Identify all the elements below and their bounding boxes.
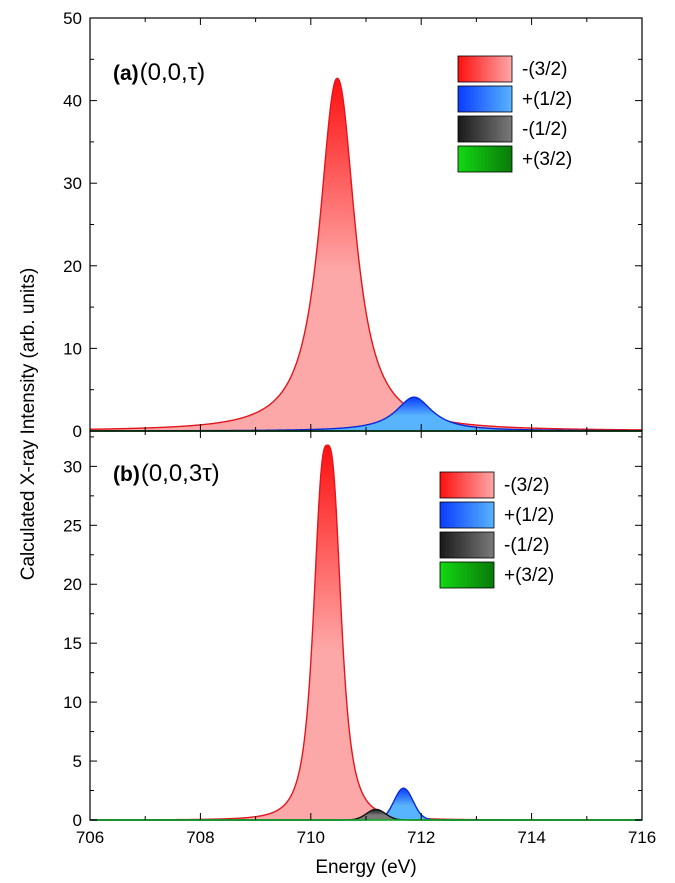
x-tick-label: 716 [628, 828, 656, 847]
y-tick-label: 0 [73, 422, 82, 441]
legend-swatch-black [439, 531, 495, 559]
series-area-red [90, 78, 642, 432]
x-tick-label: 712 [407, 828, 435, 847]
panel-b: 0 5 10 15 20 25 30 706 708 710 712 714 716 (b)(0,0,3… [63, 430, 656, 847]
panel-b-label-text: (0,0,3τ) [141, 460, 220, 487]
panel-a-legend: -(3/2) +(1/2) -(1/2) +(3/2) [457, 55, 572, 173]
legend-swatch-red [439, 471, 495, 499]
series-area-red [90, 445, 642, 820]
legend-swatch-green [457, 145, 513, 173]
y-tick-label: 40 [63, 92, 82, 111]
legend-swatch-green [439, 561, 495, 589]
panel-a-label-bold: (a) [113, 62, 139, 85]
panel-b-legend: -(3/2) +(1/2) -(1/2) +(3/2) [439, 471, 554, 589]
panel-b-plot-area [90, 444, 642, 821]
legend-label-blue: +(1/2) [522, 89, 572, 110]
legend-swatch-red [457, 55, 513, 83]
series-line-red [89, 77, 642, 431]
y-tick-label: 10 [63, 339, 82, 358]
x-tick-label: 714 [517, 828, 545, 847]
panel-a: 0 10 20 30 40 50 (a)(0,0,τ) -(3/2) +(1/2) -(1/2… [63, 9, 643, 441]
series-line-red [90, 444, 642, 821]
legend-swatch-black [457, 115, 513, 143]
panel-b-axes: 0 5 10 15 20 25 30 706 708 710 712 714 716 [63, 431, 656, 847]
y-tick-label: 20 [63, 257, 82, 276]
y-tick-label: 10 [63, 693, 82, 712]
panel-b-frame [89, 430, 643, 821]
legend-label-red: -(3/2) [522, 59, 567, 80]
x-axis-title: Energy (eV) [315, 857, 416, 878]
y-tick-label: 0 [73, 811, 82, 830]
x-tick-label: 708 [186, 828, 214, 847]
x-tick-label: 710 [297, 828, 325, 847]
legend-swatch-blue [439, 501, 495, 529]
y-tick-label: 30 [63, 457, 82, 476]
x-tick-label: 706 [76, 828, 104, 847]
panel-a-axes: 0 10 20 30 40 50 [63, 9, 643, 441]
legend-label-black: -(1/2) [504, 535, 549, 556]
panel-b-label: (b)(0,0,3τ) [113, 460, 220, 487]
y-tick-label: 5 [73, 752, 82, 771]
legend-swatch-blue [457, 85, 513, 113]
legend-label-green: +(3/2) [504, 565, 554, 586]
panel-a-label-text: (0,0,τ) [140, 59, 206, 86]
y-axis-title: Calculated X-ray Intensity (arb. units) [18, 268, 39, 581]
y-tick-label: 20 [63, 575, 82, 594]
legend-label-green: +(3/2) [522, 149, 572, 170]
panel-b-label-bold: (b) [113, 463, 140, 486]
y-tick-label: 30 [63, 174, 82, 193]
legend-label-red: -(3/2) [504, 475, 549, 496]
y-tick-label: 25 [63, 516, 82, 535]
legend-label-black: -(1/2) [522, 119, 567, 140]
y-tick-label: 50 [63, 9, 82, 28]
y-tick-label: 15 [63, 634, 82, 653]
legend-label-blue: +(1/2) [504, 505, 554, 526]
panel-a-label: (a)(0,0,τ) [113, 59, 205, 86]
